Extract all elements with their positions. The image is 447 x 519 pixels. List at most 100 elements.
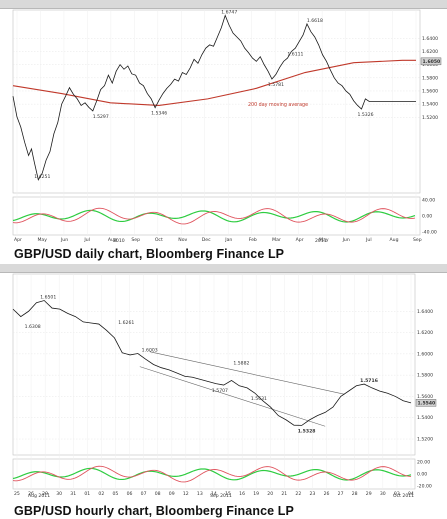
- annotation-label: 1.6003: [142, 348, 158, 354]
- hourly-chart-toolbar: [0, 264, 447, 273]
- y-tick-label: 1.5800: [417, 373, 433, 379]
- annotation-label: 1.5631: [251, 396, 267, 402]
- x-tick-label: Nov: [178, 237, 187, 243]
- x-tick-label: 19: [253, 491, 259, 497]
- y-tick-label: 1.5400: [417, 415, 433, 421]
- daily-chart-panel: 1.6400 1.6200 1.6000 1.5800 1.5600 1.5400 1.52…: [0, 0, 447, 245]
- x-tick-label: Jul: [365, 237, 372, 243]
- y-tick-label: 1.5600: [417, 394, 433, 400]
- annotation-label: 1.4251: [34, 174, 50, 180]
- indicator-plot-frame: [12, 196, 421, 236]
- x-tick-label: Sep: [131, 237, 140, 243]
- x-tick-label: 02: [98, 491, 104, 497]
- price-plot-frame: [12, 9, 421, 194]
- indicator-tick-label: 0.00: [422, 214, 432, 220]
- daily-chart-toolbar: [0, 0, 447, 9]
- x-tick-label: Mar: [272, 237, 281, 243]
- annotation-label: 1.5882: [233, 360, 249, 366]
- x-tick-label: 26: [28, 491, 34, 497]
- year-label: 2010: [113, 238, 125, 244]
- annotation-label: 1.5781: [268, 82, 284, 88]
- indicator-line-red: [12, 465, 412, 483]
- x-tick-label: 13: [197, 491, 203, 497]
- x-tick-label: 30: [56, 491, 62, 497]
- x-tick-label: 22: [295, 491, 301, 497]
- y-tick-label: 1.6400: [422, 36, 438, 42]
- last-value-label: 1.5540: [418, 400, 436, 406]
- x-tick-label: May: [37, 237, 47, 243]
- indicator-tick-label: 40.00: [422, 198, 435, 204]
- x-tick-label: 21: [281, 491, 287, 497]
- annotation-label: 1.6618: [307, 18, 323, 24]
- x-tick-label: Aug: [108, 237, 117, 243]
- indicator-line-red: [12, 207, 416, 225]
- y-tick-label: 1.5600: [422, 88, 438, 94]
- moving-average-line: [12, 59, 416, 107]
- x-tick-label: 08: [155, 491, 161, 497]
- x-tick-label: Apr: [296, 237, 304, 243]
- y-tick-label: 1.6000: [422, 62, 438, 68]
- moving-average-label: 200 day moving average: [248, 102, 308, 108]
- y-tick-label: 1.6200: [417, 330, 433, 336]
- x-tick-label: 31: [70, 491, 76, 497]
- hourly-chart: 1.6400 1.6200 1.6000 1.5800 1.5600 1.5400 1.52…: [12, 273, 437, 499]
- annotation-label: 1.5326: [357, 112, 373, 118]
- y-tick-label: 1.5400: [422, 102, 438, 108]
- indicator-tick-label: -40.00: [422, 230, 437, 236]
- annotation-label: 1.5297: [93, 114, 109, 120]
- x-tick-label: 03: [394, 491, 400, 497]
- annotation-label: 1.6308: [25, 324, 41, 330]
- period-label: Sep 2011: [210, 493, 232, 499]
- x-tick-label: 26: [324, 491, 330, 497]
- last-value-box: [415, 399, 437, 407]
- indicator-line-green: [12, 467, 412, 481]
- x-tick-label: 29: [42, 491, 48, 497]
- annotation-label: 1.5707: [212, 388, 228, 394]
- annotation-label: 1.6261: [118, 320, 134, 326]
- price-series-line: [12, 14, 416, 181]
- indicator-tick-label: -20.00: [417, 484, 432, 490]
- annotation-label: 1.5328: [298, 428, 316, 434]
- period-label: Oct 2011: [393, 493, 414, 499]
- y-tick-label: 1.5200: [417, 437, 433, 443]
- last-value-box: [420, 57, 442, 66]
- x-tick-label: 14: [211, 491, 217, 497]
- x-tick-label: Jan: [224, 237, 232, 243]
- channel-line: [139, 366, 326, 427]
- x-tick-label: Apr: [14, 237, 22, 243]
- last-value-label: 1.6050: [423, 59, 441, 65]
- annotation-label: 1.5346: [151, 111, 167, 117]
- y-tick-label: 1.5800: [422, 75, 438, 81]
- daily-chart-caption: GBP/USD daily chart, Bloomberg Finance L…: [14, 247, 285, 261]
- x-tick-label: Jun: [60, 237, 68, 243]
- y-tick-label: 1.5200: [422, 115, 438, 121]
- x-tick-label: 12: [183, 491, 189, 497]
- hourly-chart-panel: 1.6400 1.6200 1.6000 1.5800 1.5600 1.5400 1.52…: [0, 264, 447, 501]
- x-tick-label: 15: [225, 491, 231, 497]
- x-tick-label: 25: [14, 491, 20, 497]
- x-tick-label: 05: [113, 491, 119, 497]
- annotation-label: 1.6747: [221, 9, 237, 15]
- channel-line: [149, 351, 345, 395]
- indicator-tick-label: 0.00: [417, 472, 427, 478]
- x-tick-label: Oct: [155, 237, 163, 243]
- indicator-tick-label: 20.00: [417, 460, 430, 466]
- x-tick-label: 23: [310, 491, 316, 497]
- x-tick-label: Dec: [202, 237, 211, 243]
- x-tick-label: 07: [141, 491, 147, 497]
- year-label: 2011: [315, 238, 327, 244]
- daily-chart: 1.6400 1.6200 1.6000 1.5800 1.5600 1.5400 1.52…: [12, 9, 442, 244]
- price-series-line: [12, 300, 412, 426]
- period-label: Aug 2011: [28, 493, 50, 499]
- x-tick-label: 16: [239, 491, 245, 497]
- x-tick-label: 04: [408, 491, 414, 497]
- x-tick-label: 28: [352, 491, 358, 497]
- x-tick-label: 09: [169, 491, 175, 497]
- annotation-label: 1.6111: [287, 51, 303, 57]
- x-tick-label: 27: [338, 491, 344, 497]
- x-tick-label: Aug: [390, 237, 399, 243]
- x-tick-label: May: [319, 237, 329, 243]
- y-tick-label: 1.6400: [417, 309, 433, 315]
- hourly-chart-caption: GBP/USD hourly chart, Bloomberg Finance …: [14, 504, 294, 518]
- x-tick-label: Feb: [249, 237, 257, 243]
